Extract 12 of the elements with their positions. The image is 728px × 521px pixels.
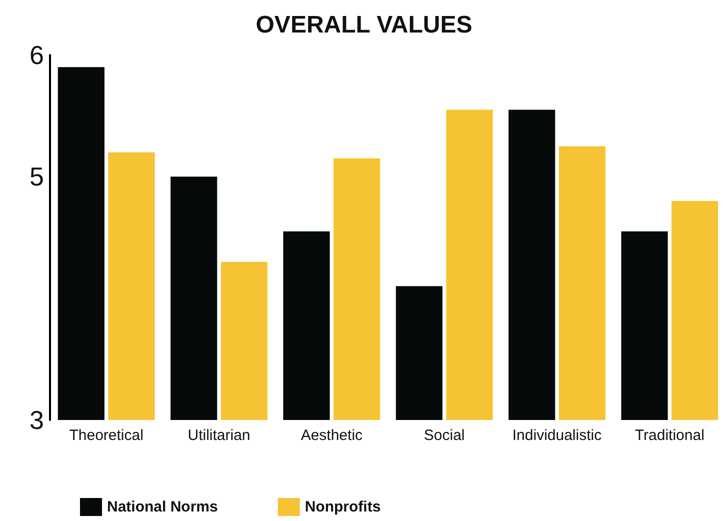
x-tick-label: Utilitarian [188, 427, 250, 444]
y-tick-label: 3 [30, 405, 44, 435]
chart-title: OVERALL VALUES [256, 12, 472, 38]
x-tick-label: Social [424, 427, 465, 444]
x-tick-label: Theoretical [69, 427, 144, 444]
y-tick-label: 6 [30, 40, 44, 70]
legend-label: Nonprofits [304, 498, 381, 516]
x-tick-label: Individualistic [512, 427, 602, 444]
x-tick-label: Aesthetic [300, 427, 364, 444]
legend-label: National Norms [107, 498, 218, 516]
x-tick-label: Traditional [634, 427, 704, 444]
y-tick-label: 5 [30, 162, 44, 192]
